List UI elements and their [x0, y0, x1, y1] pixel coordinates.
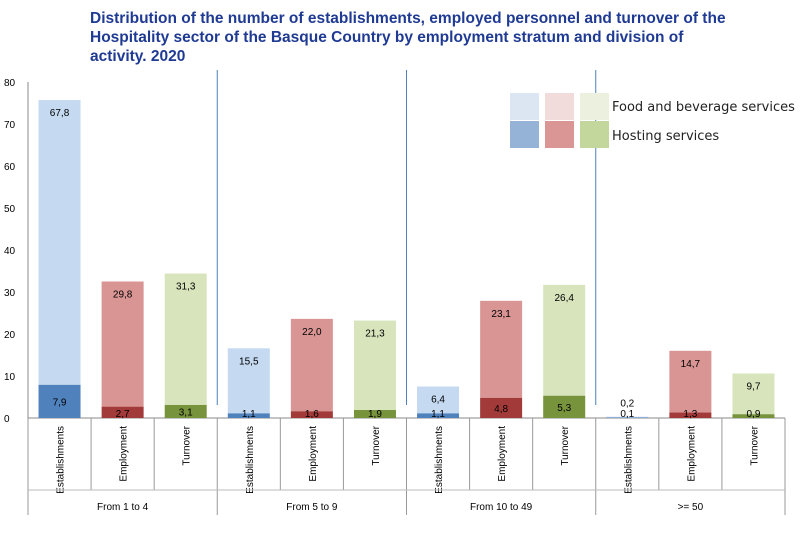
bar-food-2-2 [543, 284, 586, 396]
bar-hosting-2-0 [417, 413, 460, 418]
x-category-label: Establishments [245, 426, 256, 494]
legend-label-food: Food and beverage services [612, 100, 795, 115]
x-category-label: Employment [308, 426, 319, 482]
data-label-food: 15,5 [239, 356, 259, 367]
y-tick-label: 10 [4, 372, 16, 383]
data-label-hosting: 5,3 [557, 403, 571, 414]
y-tick-label: 80 [4, 78, 16, 89]
group-label: From 5 to 9 [286, 502, 338, 513]
y-tick-label: 50 [4, 204, 16, 215]
data-label-food: 22,0 [302, 327, 322, 338]
x-category-label: Establishments [56, 426, 67, 494]
bar-food-0-1 [101, 281, 144, 407]
data-label-hosting: 1,1 [242, 409, 256, 420]
x-category-label: Employment [119, 426, 130, 482]
x-category-label: Establishments [623, 426, 634, 494]
bar-food-0-2 [164, 273, 207, 405]
bar-hosting-1-0 [227, 413, 270, 418]
group-label: >= 50 [678, 502, 704, 513]
bar-food-1-2 [353, 320, 396, 411]
x-category-label: Turnover [560, 425, 571, 465]
legend-swatch-food [545, 93, 574, 120]
data-label-hosting: 1,6 [305, 409, 319, 420]
bar-food-2-1 [480, 300, 523, 398]
x-category-label: Employment [497, 426, 508, 482]
data-label-hosting: 2,7 [116, 409, 130, 420]
data-label-food: 0,2 [620, 399, 634, 410]
group-label: From 10 to 49 [470, 502, 533, 513]
y-tick-label: 0 [4, 414, 10, 425]
bar-hosting-1-1 [290, 411, 333, 418]
data-label-food: 29,8 [113, 290, 133, 301]
data-label-food: 31,3 [176, 282, 196, 293]
data-label-food: 67,8 [50, 108, 70, 119]
data-label-hosting: 1,1 [431, 409, 445, 420]
bar-hosting-0-1 [101, 406, 144, 418]
data-label-hosting: 0,1 [620, 409, 634, 420]
legend-swatch-food [510, 93, 539, 120]
group-label: From 1 to 4 [97, 502, 149, 513]
bar-hosting-0-2 [164, 404, 207, 418]
y-tick-label: 30 [4, 288, 16, 299]
x-category-label: Turnover [371, 425, 382, 465]
chart-title: Distribution of the number of establishm… [90, 10, 726, 65]
bar-food-3-1 [669, 350, 712, 413]
legend-swatch-food [580, 93, 609, 120]
bar-food-2-0 [417, 386, 460, 414]
legend-label-hosting: Hosting services [612, 129, 719, 144]
bar-hosting-1-2 [353, 410, 396, 418]
data-label-hosting: 1,3 [683, 409, 697, 420]
data-label-food: 26,4 [554, 293, 574, 304]
x-category-label: Turnover [182, 425, 193, 465]
x-category-label: Employment [686, 426, 697, 482]
data-label-hosting: 0,9 [747, 409, 761, 420]
bar-food-0-0 [38, 100, 81, 385]
legend-swatch-hosting [510, 121, 539, 148]
data-label-food: 9,7 [747, 381, 761, 392]
y-tick-label: 20 [4, 330, 16, 341]
data-label-food: 14,7 [681, 359, 701, 370]
legend-swatch-hosting [545, 121, 574, 148]
bar-hosting-2-2 [543, 395, 586, 418]
x-category-label: Turnover [749, 425, 760, 465]
data-label-hosting: 3,1 [179, 407, 193, 418]
data-label-food: 23,1 [491, 309, 511, 320]
y-tick-label: 60 [4, 162, 16, 173]
data-label-hosting: 7,9 [53, 397, 67, 408]
bar-hosting-3-1 [669, 412, 712, 418]
bar-hosting-3-2 [732, 414, 775, 418]
y-tick-label: 40 [4, 246, 16, 257]
bar-food-3-2 [732, 373, 775, 415]
data-label-hosting: 1,9 [368, 409, 382, 420]
bar-hosting-0-0 [38, 384, 81, 418]
x-category-label: Establishments [434, 426, 445, 494]
data-label-hosting: 4,8 [494, 404, 508, 415]
bar-hosting-2-1 [480, 397, 523, 418]
bar-food-1-1 [290, 318, 333, 412]
data-label-food: 21,3 [365, 329, 385, 340]
bar-food-3-0 [606, 416, 649, 418]
data-label-food: 6,4 [431, 395, 445, 406]
bar-food-1-0 [227, 348, 270, 414]
legend-swatch-hosting [580, 121, 609, 148]
y-tick-label: 70 [4, 120, 16, 131]
